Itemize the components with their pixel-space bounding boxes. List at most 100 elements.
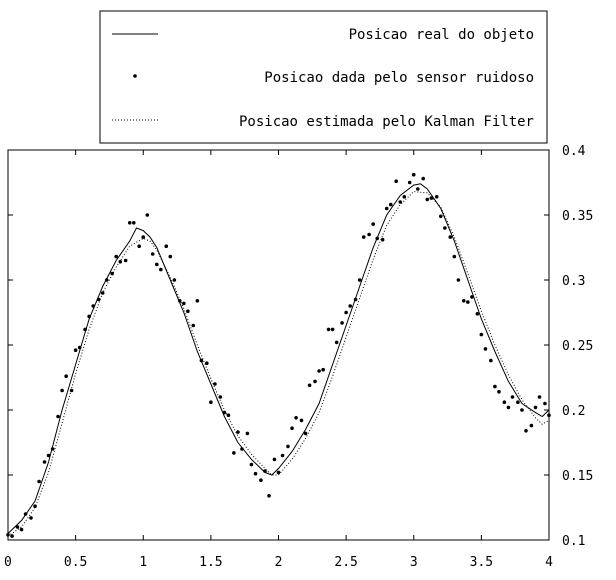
sensor-point [384, 206, 389, 211]
sensor-point [425, 197, 430, 202]
sensor-point [263, 469, 267, 473]
legend-label-kalman: Posicao estimada pelo Kalman Filter [239, 114, 534, 130]
sensor-point [388, 202, 393, 207]
sensor-point [380, 237, 385, 242]
sensor-point [439, 214, 443, 219]
sensor-point [394, 179, 398, 183]
sensor-point [434, 195, 439, 199]
sensor-point [348, 304, 352, 308]
sensor-point [537, 395, 542, 399]
sensor-point [114, 254, 118, 259]
sensor-point [361, 235, 366, 239]
sensor-point [127, 221, 132, 225]
sensor-point [37, 479, 41, 484]
legend-swatch-sensor [133, 74, 137, 78]
sensor-point [10, 534, 14, 538]
sensor-point [182, 301, 186, 306]
sensor-point [64, 374, 68, 379]
sensor-point [402, 195, 407, 199]
y-tick-label: 0.2 [562, 404, 585, 419]
sensor-point [118, 260, 123, 264]
sensor-point [100, 291, 105, 295]
sensor-point [483, 347, 488, 351]
x-tick-label: 3 [410, 555, 418, 570]
sensor-point [344, 310, 348, 315]
sensor-point [452, 254, 457, 259]
sensor-point [506, 405, 511, 410]
legend-label-real: Posicao real do objeto [349, 27, 534, 43]
sensor-point [286, 444, 290, 449]
plot-area: 0 0.5 1 1.5 2 2.5 3 3.5 4 0.10.150.20.250.30.350… [4, 144, 593, 570]
sensor-point [371, 222, 375, 226]
sensor-point [186, 309, 190, 314]
sensor-point [547, 413, 551, 418]
sensor-point [479, 332, 484, 337]
sensor-point [199, 358, 204, 363]
sensor-point [456, 278, 461, 282]
sensor-point [245, 431, 250, 436]
sensor-point [516, 400, 520, 405]
sensor-point [502, 400, 507, 405]
sensor-point [448, 235, 453, 239]
series-sensor-points [6, 172, 551, 538]
sensor-point [543, 401, 547, 406]
sensor-point [23, 512, 28, 516]
sensor-point [307, 383, 312, 388]
sensor-point [313, 379, 317, 384]
sensor-point [145, 213, 150, 217]
sensor-point [524, 429, 528, 433]
plot-frame [7, 149, 550, 541]
sensor-point [141, 235, 146, 239]
x-tick-label: 1.5 [199, 555, 222, 570]
sensor-point [213, 382, 217, 386]
sensor-point [299, 418, 304, 423]
sensor-point [87, 314, 91, 319]
sensor-point [357, 278, 362, 282]
sensor-point [533, 405, 538, 410]
sensor-point [529, 423, 534, 428]
series-kalman-line [7, 191, 550, 537]
sensor-point [240, 447, 244, 451]
y-axis: 0.1 0.15 0.2 0.25 0.3 0.35 0.4 [8, 144, 593, 549]
sensor-point [272, 457, 277, 462]
sensor-point [60, 388, 64, 393]
sensor-point [334, 340, 339, 345]
sensor-point [50, 447, 55, 451]
sensor-point [493, 384, 497, 389]
sensor-point [470, 295, 474, 299]
sensor-point [290, 426, 294, 431]
y-tick-label: 0.25 [562, 339, 593, 354]
sensor-point [421, 176, 426, 181]
sensor-point [461, 299, 466, 303]
sensor-point [475, 312, 480, 316]
sensor-point [375, 236, 380, 241]
legend-label-sensor: Posicao dada pelo sensor ruidoso [264, 70, 534, 86]
sensor-point [172, 278, 177, 282]
sensor-point [42, 460, 47, 464]
sensor-point [19, 527, 24, 532]
sensor-point [137, 244, 141, 248]
sensor-point [177, 299, 182, 303]
series-layer [6, 172, 551, 538]
sensor-point [253, 471, 258, 476]
legend: Posicao real do objeto Posicao dada pelo… [99, 10, 548, 144]
sensor-point [497, 390, 501, 394]
sensor-point [195, 299, 200, 303]
sensor-point [326, 327, 331, 332]
sensor-point [236, 430, 240, 434]
x-tick-label: 0 [4, 555, 12, 570]
sensor-point [340, 321, 344, 325]
x-axis: 0 0.5 1 1.5 2 2.5 3 3.5 4 [4, 150, 553, 570]
sensor-point [443, 226, 447, 230]
sensor-point [218, 395, 223, 399]
x-tick-label: 3.5 [470, 555, 493, 570]
sensor-point [205, 361, 209, 366]
sensor-point [159, 267, 163, 272]
sensor-point [164, 244, 169, 248]
sensor-point [276, 470, 281, 475]
sensor-point [280, 453, 285, 458]
sensor-point [510, 395, 515, 399]
series-real-line [7, 183, 550, 534]
sensor-point [123, 258, 128, 263]
